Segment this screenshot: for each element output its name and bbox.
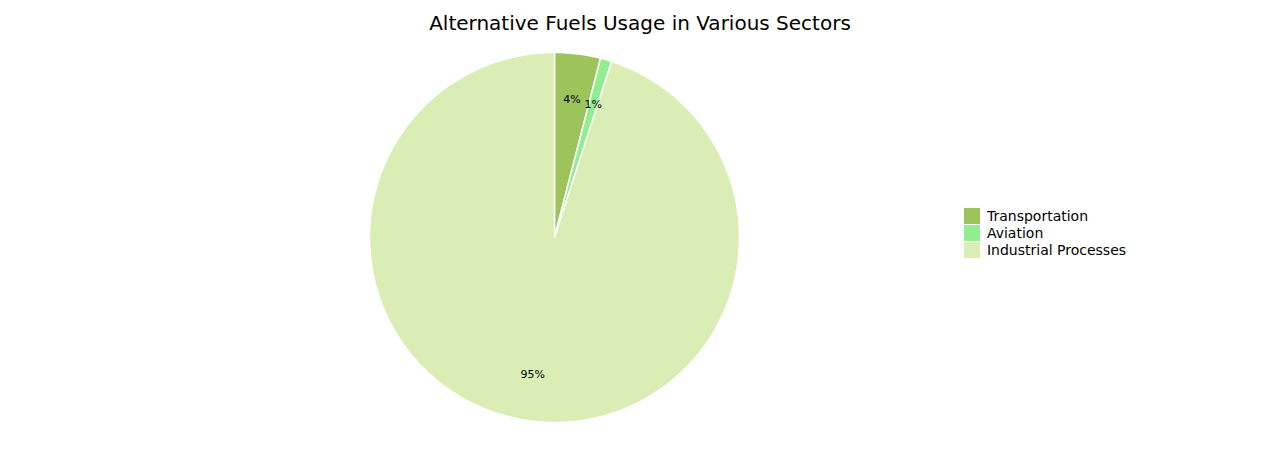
html-text:Aviation: Aviation xyxy=(986,225,1044,241)
svg-text:4%: 4% xyxy=(563,93,580,106)
svg-text:95%: 95% xyxy=(521,368,545,381)
html-text:Alternative Fuels Usage in Var: Alternative Fuels Usage in Various Secto… xyxy=(429,11,851,35)
html-text:Industrial Processes: Industrial Processes xyxy=(986,242,1127,258)
svg-text:1%: 1% xyxy=(584,98,601,111)
html-text:Transportation: Transportation xyxy=(986,208,1088,224)
